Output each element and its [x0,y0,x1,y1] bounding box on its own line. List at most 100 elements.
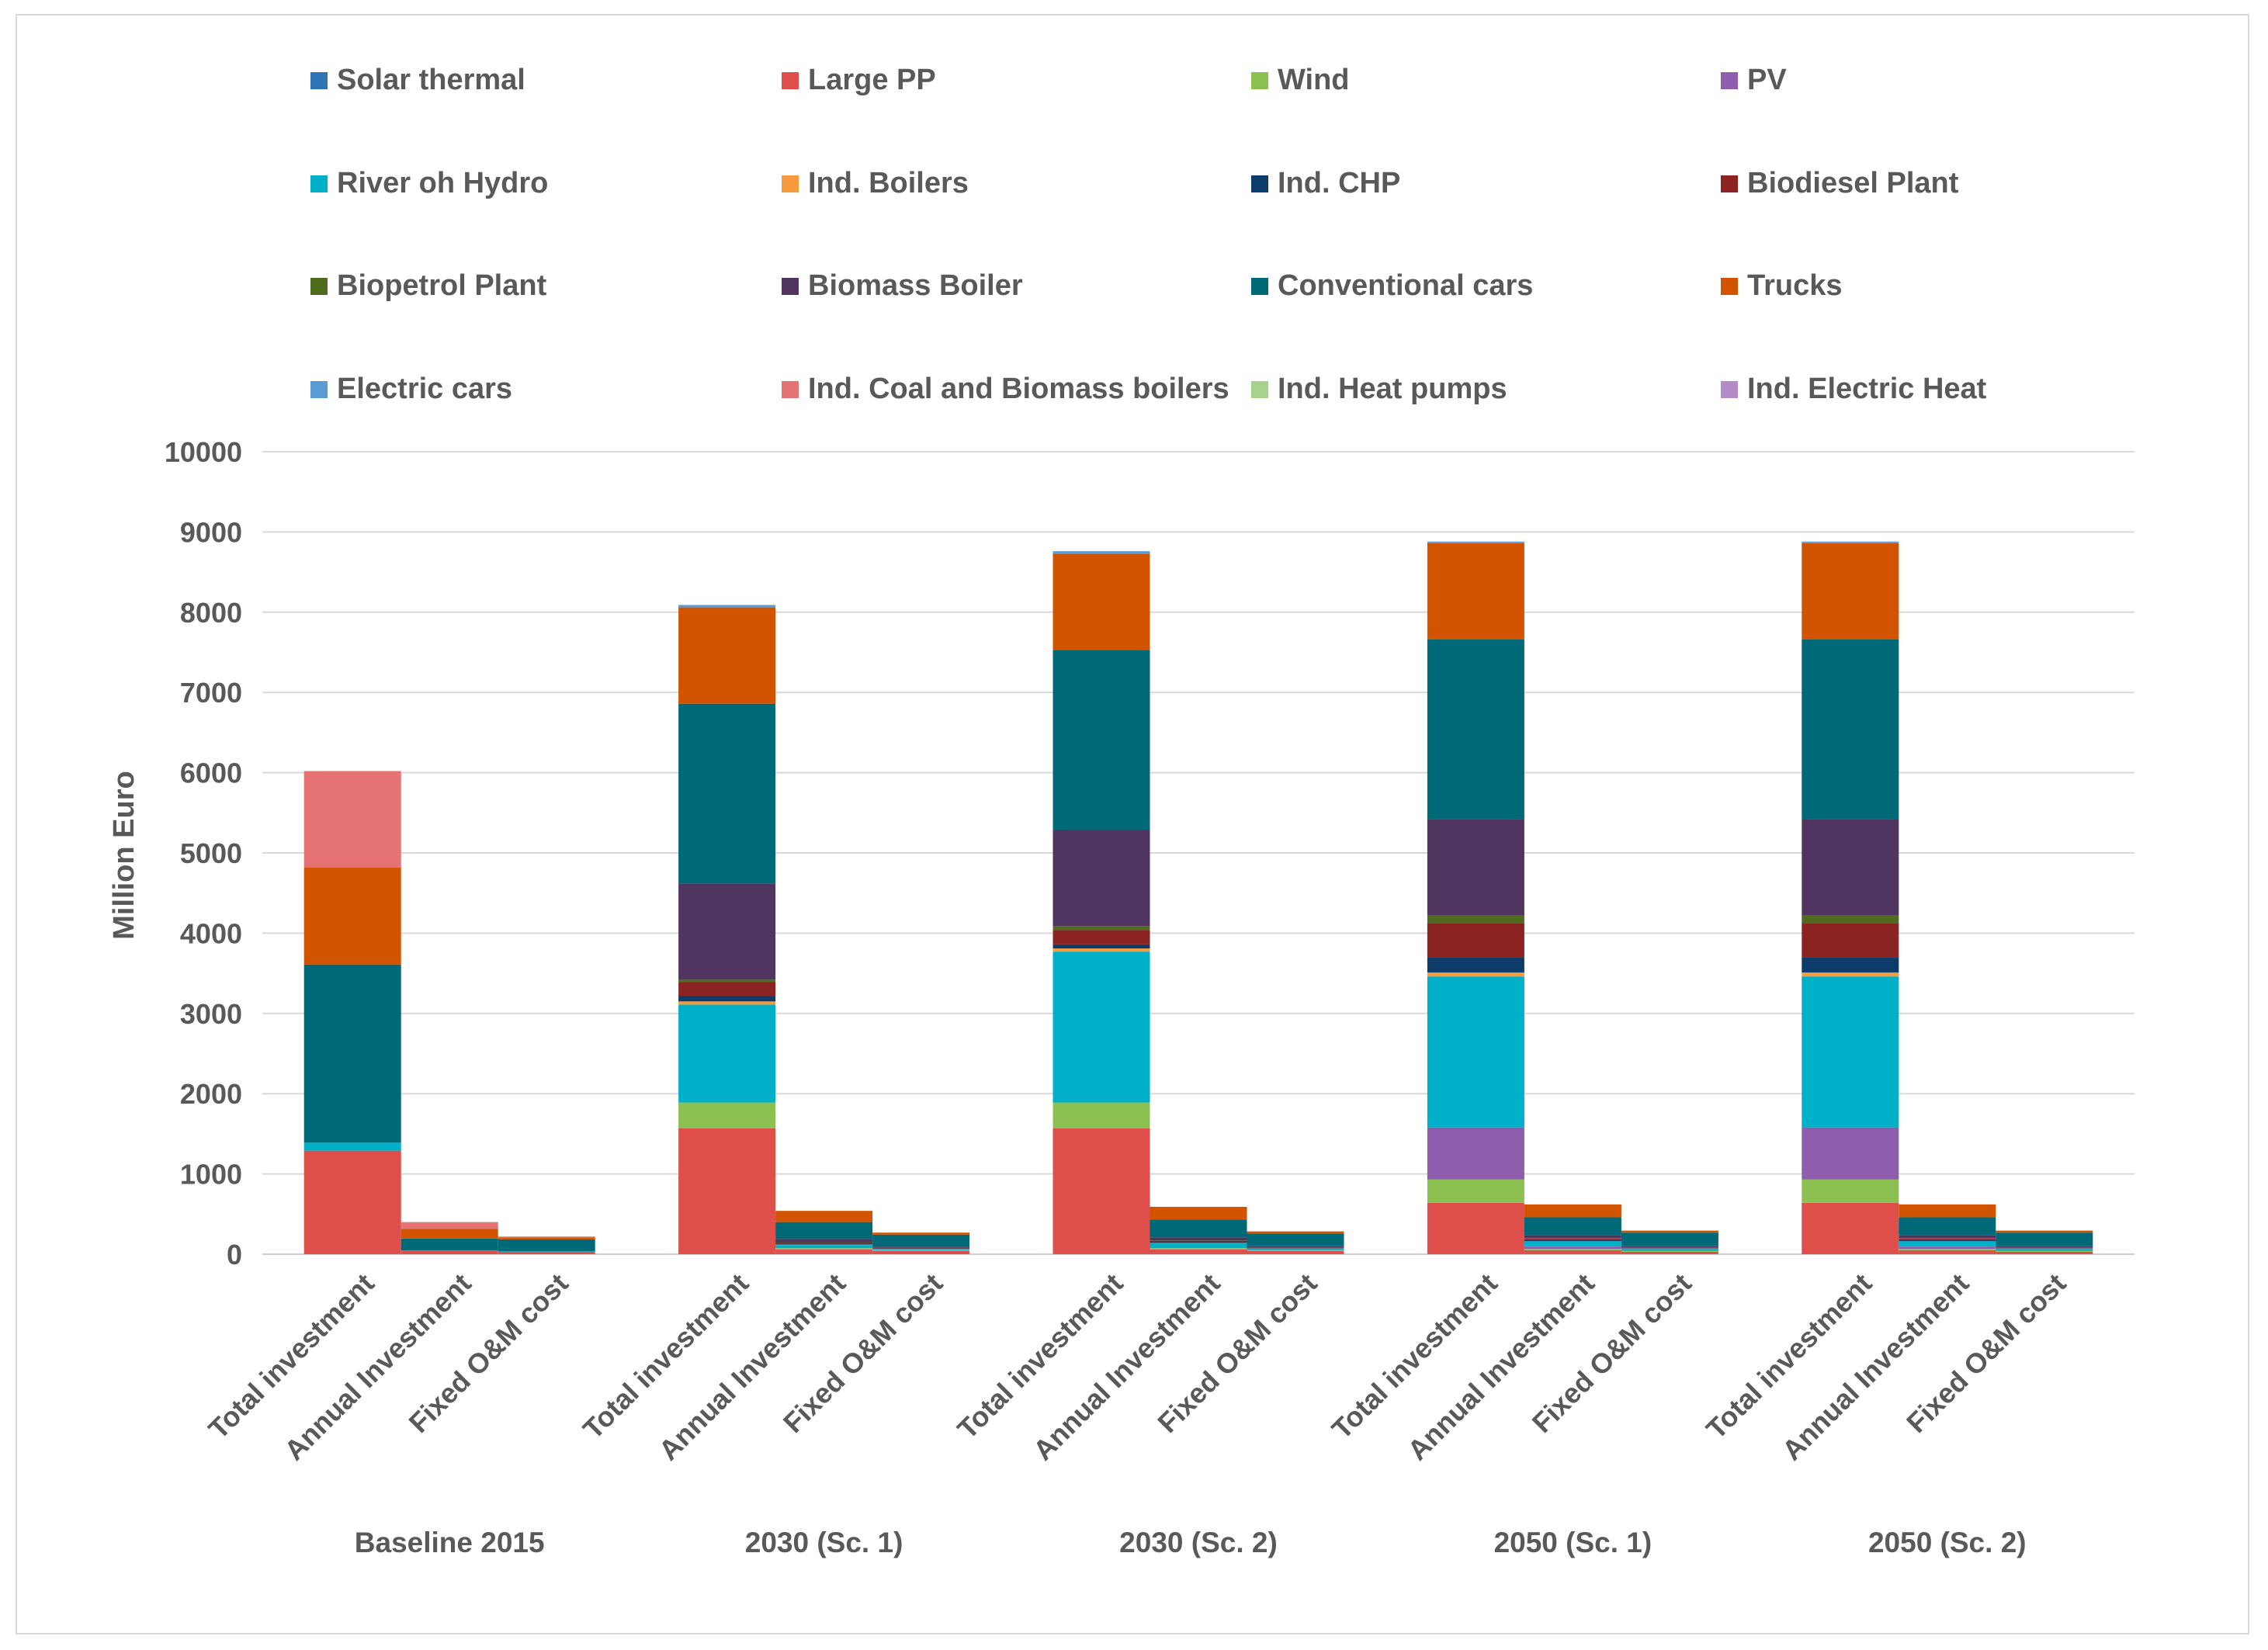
bar-segment-wind [1996,1250,2093,1252]
bar-segment-conventional-cars [1802,639,1899,820]
bar-segment-river-oh-hydro [1150,1243,1247,1249]
bar-segment-pv [1802,1127,1899,1180]
x-category-label: Annual Investment [1027,1267,1226,1467]
bar-segment-large-pp [872,1250,970,1254]
bar-segment-trucks [1802,542,1899,640]
bar-segment-trucks [1247,1231,1344,1234]
x-group-label: 2050 (Sc. 1) [1494,1527,1652,1558]
bar-segment-large-pp [1899,1250,1996,1254]
x-axis-groups: Baseline 2015 2030 (Sc. 1) 2030 (Sc. 2) 205… [355,1527,2027,1558]
bar-segment-ind-chp [1150,1242,1247,1243]
bar-segment-trucks [775,1211,873,1222]
gridlines [262,451,2134,1255]
legend-label-electric-cars: Electric cars [337,373,512,405]
legend-label-biopetrol-plant: Biopetrol Plant [337,269,547,302]
bar-segment-biomass-boiler [1899,1235,1996,1239]
bar-segment-biopetrol-plant [1150,1240,1247,1241]
bar-segment-electric-cars [1802,541,1899,543]
y-axis-title: Million Euro [108,771,140,939]
bar-segment-biomass-boiler [1150,1237,1247,1241]
bar-segment-ind-boilers [1899,1241,1996,1242]
bar-segment-river-oh-hydro [303,1142,401,1151]
bar-segment-trucks [872,1232,970,1235]
legend-label-ind-chp: Ind. CHP [1278,167,1400,199]
legend-swatch-biodiesel-plant [1721,175,1738,192]
bar-segment-wind [678,1102,776,1128]
bar-segment-electric-cars [678,605,776,608]
bar-segment-large-pp [1150,1249,1247,1254]
bar-segment-biopetrol-plant [1427,915,1524,924]
bar-segment-river-oh-hydro [1524,1241,1621,1247]
bar-segment-ind-coal-and-biomass-boilers [303,771,401,868]
bar-segment-pv [1524,1246,1621,1250]
bar-segment-ind-chp [1524,1239,1621,1242]
bar-segment-river-oh-hydro [498,1251,595,1252]
bar-segment-conventional-cars [1247,1233,1344,1246]
bar-segment-conventional-cars [303,964,401,1143]
legend-swatch-large-pp [782,72,799,89]
y-tick-label: 9000 [180,516,242,548]
bar-segment-wind [1427,1179,1524,1203]
bar-segment-river-oh-hydro [1802,976,1899,1128]
bar-segment-ind-boilers [775,1244,873,1246]
bar-segment-ind-boilers [1524,1241,1621,1242]
bar-segment-trucks [1899,1204,1996,1218]
bar-segment-conventional-cars [1524,1217,1621,1236]
bar-segment-large-pp [303,1150,401,1254]
bar-segment-wind [1621,1250,1718,1252]
bar-segment-pv [1996,1250,2093,1251]
bar-segment-river-oh-hydro [1996,1248,2093,1250]
bar-segment-trucks [1524,1204,1621,1218]
x-group-label: 2030 (Sc. 1) [745,1527,903,1558]
bar-segment-biodiesel-plant [1427,923,1524,958]
bar-segment-ind-boilers [1427,972,1524,977]
bar-segment-large-pp [498,1251,595,1254]
bar-segment-wind [1899,1249,1996,1250]
bar-segment-large-pp [1621,1251,1718,1254]
x-group-label: Baseline 2015 [355,1527,545,1558]
bar-segment-ind-boilers [1053,948,1150,952]
bar-segment-ind-chp [678,996,776,1002]
bar-segment-biomass-boiler [1802,819,1899,916]
legend-label-conventional-cars: Conventional cars [1278,269,1533,302]
bar-segment-trucks [498,1237,595,1239]
legend: Solar thermal Large PP Wind PV River oh Hydr… [310,64,1987,405]
bar-segment-biodiesel-plant [1524,1238,1621,1240]
bar-segment-wind [872,1250,970,1251]
bar-segment-biodiesel-plant [678,982,776,997]
bar-segment-biomass-boiler [1427,819,1524,916]
bar-segment-biopetrol-plant [1802,915,1899,924]
x-category-label: Annual Investment [278,1267,477,1467]
bar-segment-biomass-boiler [1996,1246,2093,1248]
bar-segment-ind-chp [1899,1239,1996,1242]
bar-segment-biomass-boiler [1621,1246,1718,1248]
bar-segment-river-oh-hydro [1427,976,1524,1128]
bar-segment-conventional-cars [1621,1232,1718,1246]
y-tick-label: 3000 [180,998,242,1030]
bar-segment-ind-chp [1996,1248,2093,1249]
bar-segment-conventional-cars [1053,650,1150,830]
bar-segment-river-oh-hydro [401,1250,498,1251]
bar-segment-biopetrol-plant [1053,926,1150,931]
legend-label-large-pp: Large PP [808,64,936,96]
bar-segment-electric-cars [1053,551,1150,554]
legend-swatch-ind-chp [1251,175,1268,192]
bar-segment-conventional-cars [872,1234,970,1247]
bar-segment-large-pp [1802,1202,1899,1254]
legend-swatch-solar-thermal [310,72,328,89]
bar-segment-biomass-boiler [775,1239,873,1243]
bar-segment-wind [1150,1248,1247,1250]
bars [303,541,2093,1254]
legend-label-ind-electric-heat: Ind. Electric Heat [1747,373,1987,405]
chart-frame: 0 1000 2000 3000 4000 5000 6000 7000 8000 9000 100… [16,14,2249,1634]
bar-segment-river-oh-hydro [1247,1248,1344,1250]
bar-segment-biopetrol-plant [1524,1238,1621,1239]
legend-label-trucks: Trucks [1747,269,1843,302]
legend-label-ind-coal-and-biomass-boilers: Ind. Coal and Biomass boilers [808,373,1229,405]
legend-label-biodiesel-plant: Biodiesel Plant [1747,167,1959,199]
bar-segment-trucks [1621,1230,1718,1233]
bar-segment-biodiesel-plant [775,1243,873,1244]
legend-swatch-biopetrol-plant [310,278,328,295]
bar-segment-conventional-cars [1899,1217,1996,1236]
bar-segment-river-oh-hydro [1053,952,1150,1103]
